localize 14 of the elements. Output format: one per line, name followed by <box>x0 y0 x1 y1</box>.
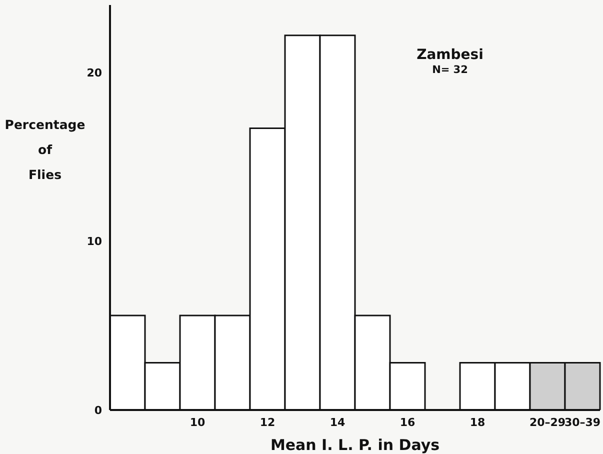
x-tick-label: 14 <box>330 416 346 429</box>
x-tick-label: 20–29 <box>529 416 566 429</box>
annotation: N= 32 <box>431 64 469 77</box>
x-tick-label: 10 <box>190 416 206 429</box>
y-tick-label: 10 <box>86 235 102 248</box>
x-tick-label: 18 <box>470 416 486 429</box>
x-axis-title: Mean I. L. P. in Days <box>270 436 440 454</box>
y-axis-title: Percentage of Flies <box>4 116 86 184</box>
y-tick-label: 0 <box>94 404 102 417</box>
annotation: Zambesi <box>416 46 484 64</box>
y-tick-label: 20 <box>86 66 102 80</box>
x-tick-label: 12 <box>260 416 276 429</box>
x-tick-label: 16 <box>400 416 416 429</box>
x-tick-label: 30–39 <box>564 416 601 429</box>
